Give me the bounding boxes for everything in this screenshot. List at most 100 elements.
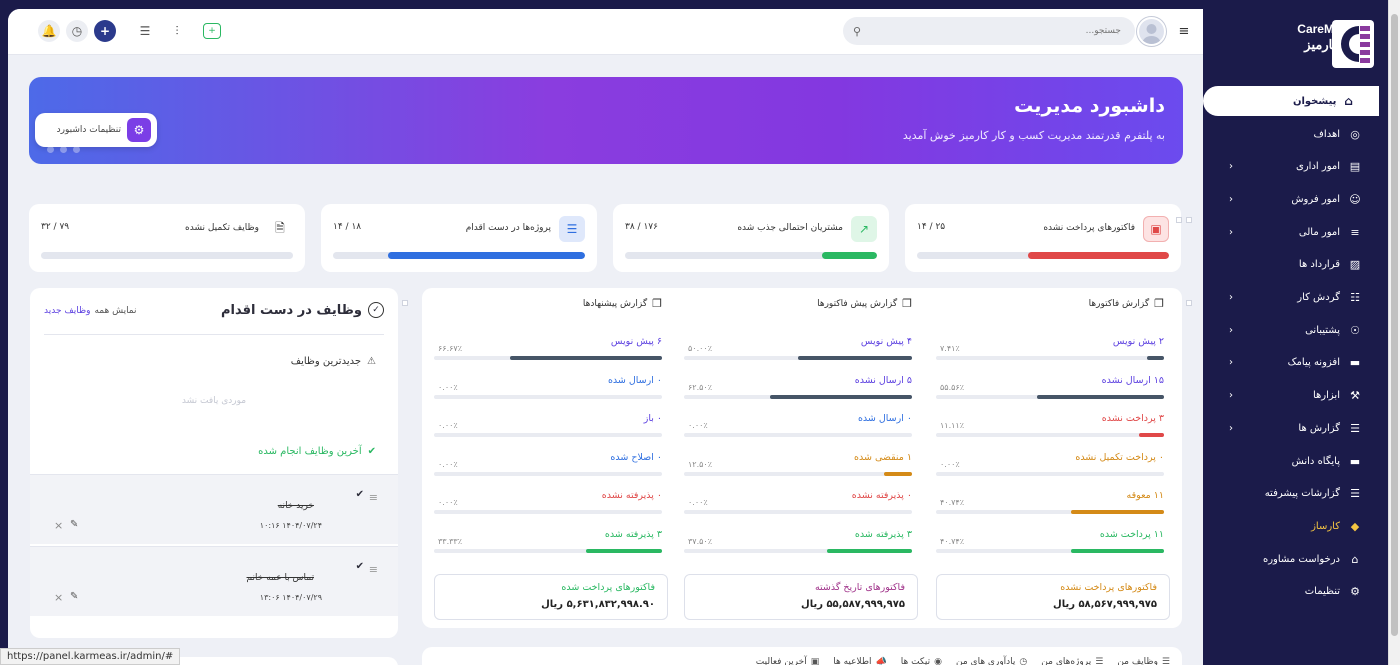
sidebar-item-label: پیشخوان xyxy=(1292,95,1337,107)
tab-my-reminders[interactable]: ◷ یادآوری های من xyxy=(956,657,1028,665)
new-tasks-link[interactable]: وظایف جدید xyxy=(44,306,91,316)
sidebar-item[interactable]: ☷ گردش کار ‹ xyxy=(1203,284,1388,312)
sidebar-item[interactable]: ⌂ درخواست مشاوره xyxy=(1203,545,1388,573)
sidebar-item[interactable]: ⚙ تنظیمات xyxy=(1203,578,1388,606)
avatar[interactable] xyxy=(1137,17,1166,46)
doc-check-icon: 🗎 xyxy=(275,220,285,235)
sidebar-item[interactable]: ▨ قرارداد ها xyxy=(1203,251,1388,279)
close-icon[interactable]: × xyxy=(54,591,64,604)
edit-icon[interactable]: ✎ xyxy=(70,591,79,602)
stat-card-projects[interactable]: ☰ پروژه‌ها در دست اقدام ۱۸ / ۱۴ xyxy=(321,204,597,272)
resize-handle[interactable] xyxy=(402,300,408,306)
sidebar-item-label: قرارداد ها xyxy=(1298,259,1340,271)
sidebar-item[interactable]: ☺ امور فروش ‹ xyxy=(1203,185,1388,213)
ledger-icon: ≡ xyxy=(1350,225,1360,239)
report-row-bar xyxy=(936,356,1164,360)
report-row-bar xyxy=(434,433,662,437)
report-row-bar xyxy=(684,394,912,399)
sidebar-item[interactable]: ▤ امور اداری ‹ xyxy=(1203,153,1388,181)
file-icon: ❐ xyxy=(902,297,912,310)
report-row-pct: ۳۳.۳۳٪ xyxy=(438,536,463,546)
clock-icon[interactable]: ◷ xyxy=(66,20,88,42)
report-row-bar xyxy=(434,471,662,476)
report-row-bar xyxy=(684,510,912,514)
total-value: ۵۵,۵۸۷,۹۹۹,۹۷۵ ریال xyxy=(801,599,905,610)
sidebar-item[interactable]: ☉ پشتیبانی ‹ xyxy=(1203,316,1388,344)
report-row-bar xyxy=(936,471,1164,476)
resize-handle[interactable] xyxy=(1176,217,1182,223)
brand-logo-icon xyxy=(1332,20,1374,68)
task-item[interactable]: ≡ ✔ تماس با عمه خانم ۱۴۰۴/۰۷/۲۹ ۱۳:۰۶ × … xyxy=(30,546,398,616)
tab-my-tasks[interactable]: ☰ وظایف من xyxy=(1117,657,1170,665)
banner-title: داشبورد مدیریت xyxy=(1014,95,1165,117)
report-total-box[interactable]: فاکتورهای پرداخت شده ۵,۶۳۱,۸۳۲,۹۹۸.۹۰ ریا… xyxy=(434,574,668,620)
sidebar-item-label: ابزارها xyxy=(1312,390,1340,402)
sidebar-item[interactable]: ◆ کارساز xyxy=(1203,512,1388,540)
gear-icon: ⚙ xyxy=(127,118,151,142)
sidebar-item[interactable]: ☰ گزارشات پیشرفته xyxy=(1203,480,1388,508)
scrollbar-thumb[interactable] xyxy=(1391,14,1398,636)
report-row-pct: ۴۰.۷۴٪ xyxy=(940,536,965,546)
bell-icon[interactable]: 🔔 xyxy=(38,20,60,42)
dashboard-settings-button[interactable]: ⚙ تنظیمات داشبورد xyxy=(35,113,157,147)
resize-handle[interactable] xyxy=(1186,300,1192,306)
clock-icon: ◷ xyxy=(1019,657,1028,665)
close-icon[interactable]: × xyxy=(54,519,64,532)
logo: CareMeas کــــارمیز xyxy=(1203,0,1388,86)
lifebuoy-icon: ☉ xyxy=(1350,323,1360,337)
search-input[interactable] xyxy=(861,26,1121,36)
file-icon: ▨ xyxy=(1349,258,1361,272)
menu-toggle-icon[interactable]: ≡ xyxy=(1178,23,1190,39)
tools-icon: ⚒ xyxy=(1350,389,1360,403)
show-all-link[interactable]: نمایش همه xyxy=(94,306,137,316)
sidebar-item-label: افزونه پیامک xyxy=(1287,357,1340,369)
feedback-icon[interactable]: + xyxy=(203,23,221,39)
sidebar-item[interactable]: ≡ امور مالی ‹ xyxy=(1203,218,1388,246)
stat-card-leads[interactable]: ↗ مشتریان احتمالی جذب شده ۱۷۶ / ۳۸ xyxy=(613,204,889,272)
task-item[interactable]: ≡ ✔ خرید خانه ۱۴۰۴/۰۷/۲۴ ۱۰:۱۶ × ✎ xyxy=(30,474,398,544)
newest-tasks-title: ⚠ جدیدترین وظایف xyxy=(290,356,376,367)
lifebuoy-icon: ◉ xyxy=(934,657,942,665)
share-icon[interactable]: ⫶ xyxy=(175,23,179,38)
stat-card-unpaid-invoices[interactable]: ▣ فاکتورهای پرداخت نشده ۲۵ / ۱۴ xyxy=(905,204,1181,272)
checklist-icon[interactable]: ☰ xyxy=(139,24,151,38)
sidebar-item-label: امور اداری xyxy=(1296,161,1340,173)
sidebar-item-label: پایگاه دانش xyxy=(1291,455,1340,467)
stat-card-tasks[interactable]: 🗎 وظایف تکمیل نشده ۷۹ / ۳۲ xyxy=(29,204,305,272)
tab-announcements[interactable]: 📣 اطلاعیه ها xyxy=(833,657,887,665)
tasks-title: وظایف در دست اقدام xyxy=(221,302,362,318)
scrollbar[interactable] xyxy=(1388,0,1400,665)
report-total-box[interactable]: فاکتورهای تاریخ گذشته ۵۵,۵۸۷,۹۹۹,۹۷۵ ریال xyxy=(684,574,918,620)
add-icon[interactable]: + xyxy=(94,20,116,42)
tab-last-activity[interactable]: ▣ آخرین فعالیت xyxy=(755,657,820,665)
sidebar-item[interactable]: ◎ اهداف xyxy=(1203,120,1388,148)
carousel-dots xyxy=(47,146,80,153)
report-row-bar-fill xyxy=(1138,433,1164,437)
report-row-label: ۱۵ ارسال نشده xyxy=(1101,374,1164,386)
tab-my-projects[interactable]: ☰ پروژه‌های من xyxy=(1041,657,1104,665)
search-box[interactable]: ⚲ xyxy=(843,17,1135,45)
chevron-left-icon: ‹ xyxy=(1229,422,1233,434)
drag-handle-icon[interactable]: ≡ xyxy=(368,563,378,576)
top-bar: 🔔 ◷ + ☰ ⫶ + ⚲ ≡ xyxy=(8,9,1203,55)
sidebar-item[interactable]: ☰ گزارش ها ‹ xyxy=(1203,414,1388,442)
tag-icon: ◆ xyxy=(1350,519,1360,533)
report-row-bar-fill xyxy=(883,471,912,476)
drag-handle-icon[interactable]: ≡ xyxy=(368,491,378,504)
sidebar-item[interactable]: ▬ افزونه پیامک ‹ xyxy=(1203,349,1388,377)
tab-tickets[interactable]: ◉ تیکت ها xyxy=(900,657,942,665)
edit-icon[interactable]: ✎ xyxy=(70,519,79,530)
stat-progress xyxy=(917,252,1169,259)
stat-label: پروژه‌ها در دست اقدام xyxy=(465,223,551,233)
report-title: ❐ گزارش فاکتورها xyxy=(1088,297,1164,310)
sidebar-item-dashboard[interactable]: ⌂ پیشخوان xyxy=(1203,86,1379,116)
resize-handle[interactable] xyxy=(1186,217,1192,223)
total-value: ۵۸,۵۶۷,۹۹۹,۹۷۵ ریال xyxy=(1053,599,1157,610)
chevron-left-icon: ‹ xyxy=(1229,292,1233,303)
report-row-bar xyxy=(684,548,912,553)
chevron-left-icon: ‹ xyxy=(1229,226,1233,238)
sidebar-item[interactable]: ⚒ ابزارها ‹ xyxy=(1203,382,1388,410)
sidebar-item[interactable]: ▬ پایگاه دانش xyxy=(1203,447,1388,475)
report-row-bar xyxy=(434,548,662,553)
report-total-box[interactable]: فاکتورهای پرداخت نشده ۵۸,۵۶۷,۹۹۹,۹۷۵ ریال xyxy=(936,574,1170,620)
